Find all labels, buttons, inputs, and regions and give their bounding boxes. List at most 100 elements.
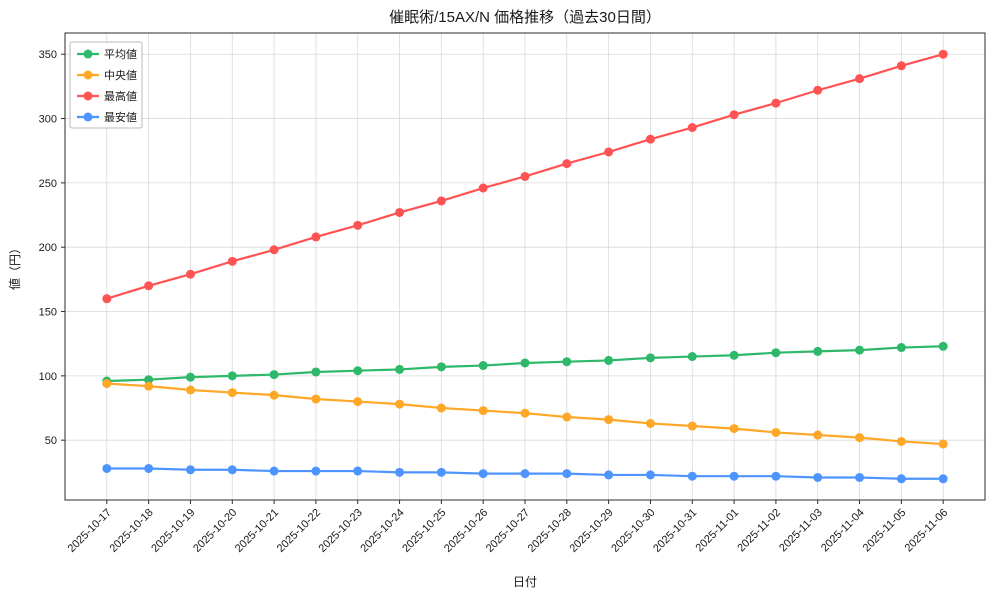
- x-tick-label: 2025-10-20: [191, 507, 239, 555]
- data-point: [311, 466, 321, 476]
- data-point: [478, 469, 488, 479]
- data-point: [687, 352, 697, 362]
- data-point: [562, 159, 572, 169]
- data-point: [102, 463, 112, 473]
- y-axis-label: 値（円）: [7, 242, 22, 290]
- x-tick-label: 2025-10-22: [275, 507, 323, 555]
- x-tick-label: 2025-10-17: [66, 507, 114, 555]
- data-point: [269, 245, 279, 255]
- legend-marker: [83, 91, 93, 101]
- data-point: [227, 388, 237, 398]
- y-tick-label: 250: [39, 178, 57, 190]
- legend-marker: [83, 49, 93, 59]
- data-point: [436, 403, 446, 413]
- data-point: [813, 472, 823, 482]
- data-point: [478, 361, 488, 371]
- data-point: [604, 415, 614, 425]
- x-tick-label: 2025-11-01: [694, 507, 742, 555]
- data-point: [813, 430, 823, 440]
- data-point: [311, 367, 321, 377]
- data-point: [855, 472, 865, 482]
- series-1: [102, 379, 948, 449]
- data-point: [144, 463, 154, 473]
- series-3: [102, 463, 948, 484]
- data-point: [562, 469, 572, 479]
- data-point: [687, 471, 697, 481]
- data-point: [520, 171, 530, 181]
- data-point: [395, 207, 405, 217]
- legend-marker: [83, 70, 93, 80]
- data-point: [395, 364, 405, 374]
- plot-layer: 50 100 150 200 250 300 350 2025-10-172025-10-18…: [39, 32, 986, 555]
- x-tick-label: 2025-10-29: [567, 507, 615, 555]
- x-tick-label: 2025-10-28: [526, 507, 574, 555]
- data-point: [645, 418, 655, 428]
- data-point: [896, 436, 906, 446]
- data-point: [771, 427, 781, 437]
- data-point: [896, 61, 906, 71]
- x-tick-label: 2025-10-31: [651, 507, 699, 555]
- legend-label: 中央値: [104, 69, 137, 82]
- data-point: [185, 269, 195, 279]
- data-point: [604, 147, 614, 157]
- data-point: [729, 471, 739, 481]
- data-point: [102, 294, 112, 304]
- data-point: [478, 183, 488, 193]
- data-point: [353, 466, 363, 476]
- data-point: [520, 358, 530, 368]
- data-point: [227, 256, 237, 266]
- data-point: [185, 465, 195, 475]
- y-tick-label: 300: [39, 114, 57, 126]
- data-point: [687, 123, 697, 133]
- data-point: [938, 474, 948, 484]
- data-point: [562, 412, 572, 422]
- data-point: [896, 474, 906, 484]
- x-tick-label: 2025-11-06: [903, 507, 951, 555]
- data-point: [520, 408, 530, 418]
- y-tick-label: 350: [39, 49, 57, 61]
- data-point: [353, 220, 363, 230]
- legend-box: [69, 41, 143, 129]
- series-2: [102, 49, 948, 304]
- data-point: [729, 350, 739, 360]
- data-point: [938, 49, 948, 59]
- data-point: [353, 366, 363, 376]
- data-point: [478, 406, 488, 416]
- data-point: [645, 353, 655, 363]
- legend-label: 平均値: [104, 48, 137, 61]
- y-tick-label: 200: [39, 242, 57, 254]
- data-point: [938, 439, 948, 449]
- x-tick-label: 2025-10-18: [107, 507, 155, 555]
- data-point: [227, 465, 237, 475]
- data-point: [102, 379, 112, 389]
- chart-title: 催眠術/15AX/N 価格推移（過去30日間）: [389, 9, 661, 26]
- x-tick-label: 2025-11-04: [819, 507, 867, 555]
- y-tick-label: 100: [39, 371, 57, 383]
- data-point: [311, 232, 321, 242]
- data-point: [729, 110, 739, 120]
- data-point: [896, 343, 906, 353]
- x-tick-label: 2025-10-19: [149, 507, 197, 555]
- data-point: [645, 134, 655, 144]
- data-point: [436, 467, 446, 477]
- data-point: [185, 385, 195, 395]
- data-point: [645, 470, 655, 480]
- data-point: [771, 348, 781, 358]
- data-point: [855, 345, 865, 355]
- data-point: [395, 467, 405, 477]
- data-point: [311, 394, 321, 404]
- x-tick-label: 2025-10-26: [442, 507, 490, 555]
- data-point: [813, 85, 823, 95]
- data-point: [813, 346, 823, 356]
- data-point: [436, 196, 446, 206]
- data-point: [269, 466, 279, 476]
- data-point: [395, 399, 405, 409]
- data-point: [269, 390, 279, 400]
- data-point: [687, 421, 697, 431]
- data-point: [771, 98, 781, 108]
- data-point: [855, 74, 865, 84]
- data-point: [520, 469, 530, 479]
